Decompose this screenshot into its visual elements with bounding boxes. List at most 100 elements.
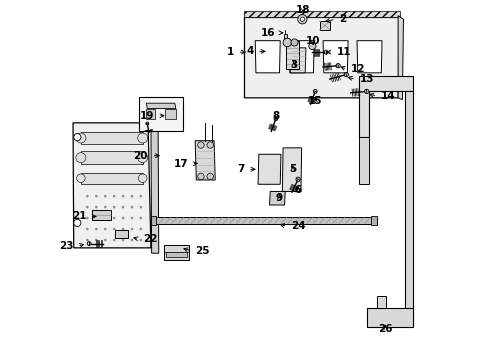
- Circle shape: [324, 50, 327, 54]
- Polygon shape: [81, 152, 142, 164]
- Circle shape: [104, 228, 106, 230]
- Circle shape: [122, 195, 124, 197]
- Polygon shape: [81, 173, 142, 184]
- Polygon shape: [81, 132, 142, 144]
- Circle shape: [95, 228, 97, 230]
- Circle shape: [113, 228, 115, 230]
- Polygon shape: [366, 296, 385, 308]
- Circle shape: [113, 206, 115, 208]
- Polygon shape: [283, 33, 286, 41]
- Circle shape: [86, 195, 88, 197]
- Polygon shape: [323, 41, 347, 73]
- Polygon shape: [358, 137, 368, 184]
- Polygon shape: [255, 41, 280, 73]
- Polygon shape: [151, 118, 159, 253]
- Text: 10: 10: [305, 36, 320, 46]
- Text: 23: 23: [59, 241, 74, 251]
- Polygon shape: [195, 141, 215, 180]
- Circle shape: [77, 174, 85, 183]
- Circle shape: [145, 122, 148, 125]
- Text: 21: 21: [72, 211, 86, 221]
- Polygon shape: [356, 41, 381, 73]
- Circle shape: [122, 228, 124, 230]
- Text: 14: 14: [380, 91, 395, 101]
- Text: 22: 22: [142, 234, 157, 244]
- Text: 13: 13: [359, 74, 373, 84]
- Polygon shape: [358, 76, 412, 137]
- Circle shape: [138, 174, 147, 183]
- Circle shape: [104, 217, 106, 219]
- Circle shape: [122, 217, 124, 219]
- Text: 1: 1: [226, 47, 233, 57]
- Text: 24: 24: [290, 221, 305, 231]
- Polygon shape: [165, 109, 176, 118]
- Polygon shape: [244, 18, 399, 98]
- Circle shape: [74, 219, 81, 226]
- Circle shape: [297, 15, 306, 24]
- Circle shape: [313, 89, 317, 93]
- Text: 2: 2: [339, 14, 346, 24]
- Polygon shape: [319, 21, 329, 30]
- Circle shape: [86, 206, 88, 208]
- Circle shape: [140, 217, 142, 219]
- Polygon shape: [164, 245, 189, 260]
- Circle shape: [290, 39, 298, 46]
- Circle shape: [308, 42, 315, 50]
- Circle shape: [283, 38, 291, 47]
- Text: 11: 11: [336, 47, 350, 57]
- Bar: [244, 11, 399, 18]
- Circle shape: [122, 239, 124, 241]
- Polygon shape: [151, 217, 376, 224]
- Polygon shape: [165, 252, 187, 257]
- Circle shape: [95, 239, 97, 241]
- Polygon shape: [290, 48, 305, 73]
- Circle shape: [344, 72, 348, 77]
- Polygon shape: [366, 308, 412, 327]
- Polygon shape: [285, 41, 299, 69]
- Polygon shape: [404, 91, 412, 326]
- Text: 16: 16: [260, 28, 274, 38]
- Circle shape: [86, 228, 88, 230]
- Polygon shape: [73, 123, 151, 248]
- Text: 9: 9: [275, 193, 283, 203]
- Circle shape: [131, 217, 133, 219]
- Polygon shape: [115, 230, 128, 238]
- Circle shape: [138, 153, 147, 163]
- Polygon shape: [282, 148, 301, 192]
- Polygon shape: [370, 216, 376, 225]
- Circle shape: [131, 195, 133, 197]
- Circle shape: [138, 133, 147, 143]
- Text: 17: 17: [173, 159, 188, 169]
- Circle shape: [104, 195, 106, 197]
- Text: 26: 26: [378, 324, 392, 334]
- Circle shape: [335, 64, 340, 68]
- Circle shape: [131, 206, 133, 208]
- Circle shape: [300, 17, 304, 21]
- Circle shape: [140, 228, 142, 230]
- Circle shape: [95, 206, 97, 208]
- Text: 25: 25: [195, 246, 209, 256]
- Text: 6: 6: [294, 185, 301, 195]
- Circle shape: [206, 173, 213, 180]
- Circle shape: [140, 239, 142, 241]
- Circle shape: [104, 206, 106, 208]
- Circle shape: [197, 173, 203, 180]
- Text: 7: 7: [237, 164, 244, 174]
- Polygon shape: [146, 103, 176, 109]
- Circle shape: [140, 195, 142, 197]
- Circle shape: [140, 206, 142, 208]
- Text: 19: 19: [140, 111, 154, 121]
- Text: 15: 15: [307, 96, 322, 106]
- Circle shape: [131, 228, 133, 230]
- Circle shape: [95, 217, 97, 219]
- Circle shape: [104, 239, 106, 241]
- Circle shape: [131, 239, 133, 241]
- Polygon shape: [288, 41, 313, 73]
- Polygon shape: [397, 16, 403, 100]
- Circle shape: [295, 177, 300, 181]
- Text: 20: 20: [133, 151, 148, 161]
- Text: 4: 4: [245, 46, 253, 57]
- Circle shape: [86, 239, 88, 241]
- Polygon shape: [258, 154, 281, 184]
- Circle shape: [95, 195, 97, 197]
